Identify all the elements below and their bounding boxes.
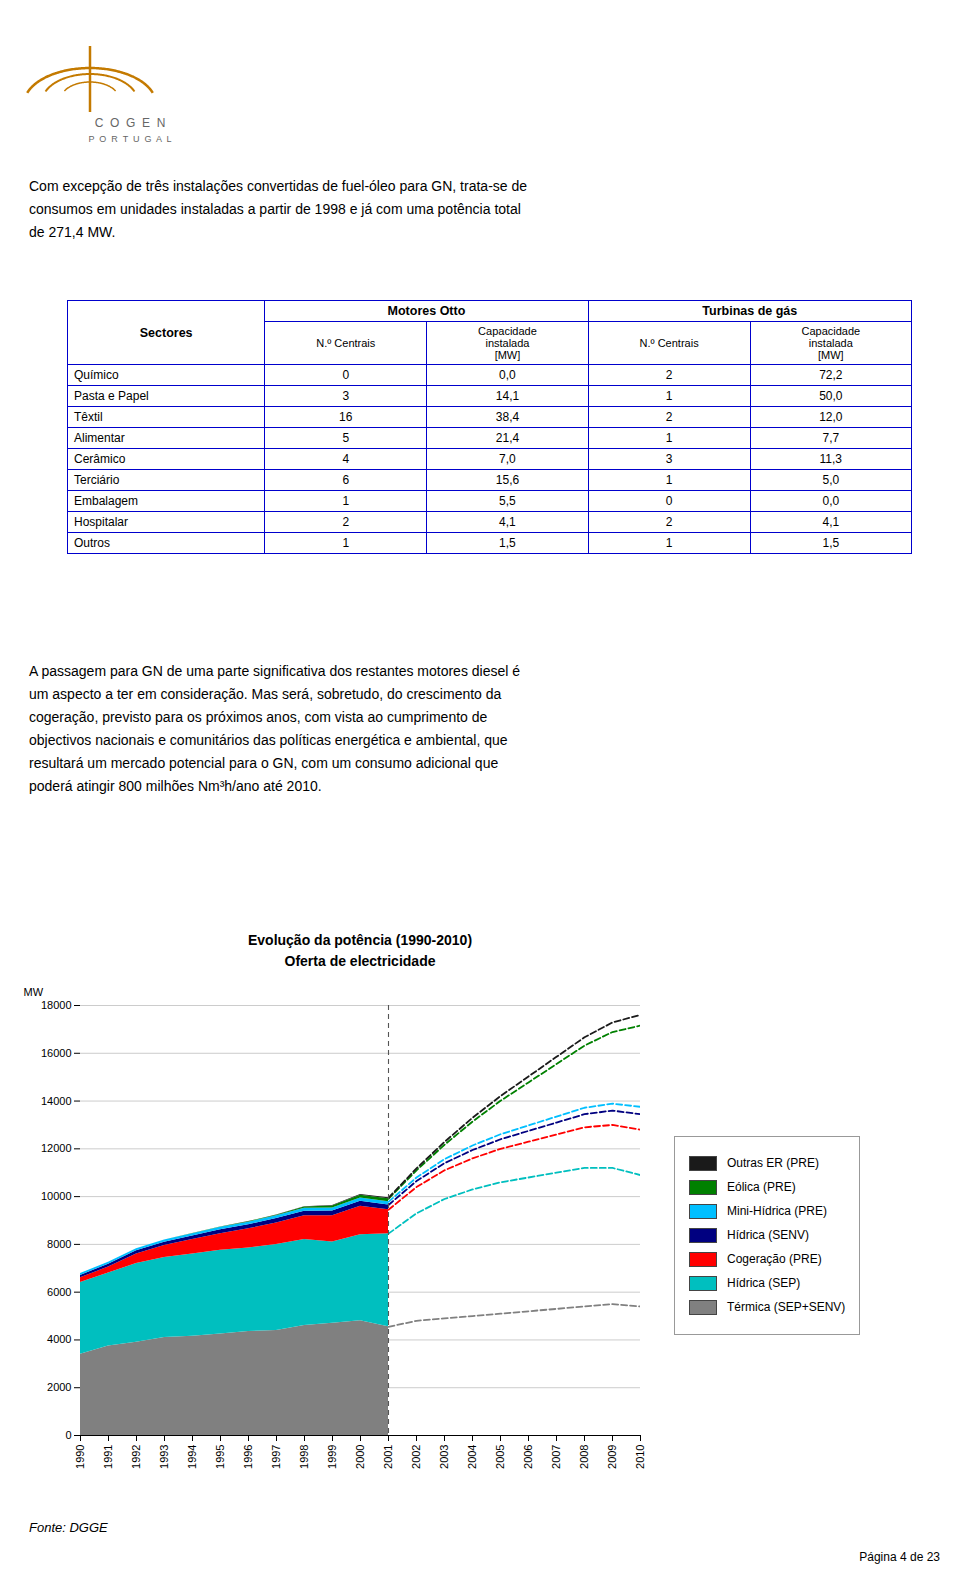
html-text:1,5: 1,5 bbox=[499, 536, 516, 550]
svg-text:1992: 1992 bbox=[130, 1445, 142, 1469]
svg-text:0: 0 bbox=[65, 1429, 71, 1441]
html-text:Motores Otto: Motores Otto bbox=[387, 304, 466, 318]
svg-text:2001: 2001 bbox=[382, 1445, 394, 1469]
svg-text:MW: MW bbox=[24, 986, 44, 998]
html-text:Fonte: DGGE: Fonte: DGGE bbox=[29, 1520, 108, 1535]
html-text:N.º Centrais: N.º Centrais bbox=[639, 337, 699, 349]
html-text:1: 1 bbox=[665, 389, 673, 403]
html-text:Pasta e Papel: Pasta e Papel bbox=[74, 389, 149, 403]
svg-text:2007: 2007 bbox=[550, 1445, 562, 1469]
html-text:Outras ER (PRE): Outras ER (PRE) bbox=[727, 1156, 819, 1170]
html-text:N.º Centrais: N.º Centrais bbox=[316, 337, 376, 349]
html-text:2: 2 bbox=[665, 515, 673, 529]
html-text:72,2: 72,2 bbox=[819, 368, 843, 382]
html-text:4: 4 bbox=[342, 452, 350, 466]
html-text:Térmica (SEP+SENV): Térmica (SEP+SENV) bbox=[727, 1300, 846, 1314]
html-text:0,0: 0,0 bbox=[822, 494, 840, 508]
svg-text:16000: 16000 bbox=[41, 1047, 72, 1059]
html-text:P O R T U G A L: P O R T U G A L bbox=[88, 134, 172, 144]
html-text:Sectores: Sectores bbox=[139, 325, 193, 340]
html-text:11,3: 11,3 bbox=[819, 452, 842, 466]
html-text:Mini-Hídrica (PRE): Mini-Hídrica (PRE) bbox=[727, 1204, 827, 1218]
svg-text:14000: 14000 bbox=[41, 1095, 72, 1107]
html-text:Capacidade instalada [MW]: Capacidade instalada [MW] bbox=[478, 325, 537, 361]
html-text:Página 4 de 23: Página 4 de 23 bbox=[859, 1550, 940, 1564]
html-text:7,0: 7,0 bbox=[499, 452, 516, 466]
html-text:1: 1 bbox=[665, 473, 673, 487]
svg-text:2000: 2000 bbox=[47, 1381, 71, 1393]
html-text:4,1: 4,1 bbox=[499, 515, 516, 529]
html-text:0,0: 0,0 bbox=[499, 368, 516, 382]
svg-text:6000: 6000 bbox=[47, 1286, 71, 1298]
svg-text:2009: 2009 bbox=[606, 1445, 618, 1469]
svg-text:2002: 2002 bbox=[410, 1445, 422, 1469]
html-text:5,0: 5,0 bbox=[822, 473, 840, 487]
html-text:1,5: 1,5 bbox=[822, 536, 840, 550]
svg-text:1999: 1999 bbox=[326, 1445, 338, 1469]
svg-text:2005: 2005 bbox=[494, 1445, 506, 1469]
svg-text:2004: 2004 bbox=[466, 1445, 478, 1469]
html-text:7,7: 7,7 bbox=[822, 431, 840, 445]
svg-text:1996: 1996 bbox=[242, 1445, 254, 1469]
html-text:Cerâmico: Cerâmico bbox=[74, 452, 126, 466]
svg-text:1998: 1998 bbox=[298, 1445, 310, 1469]
html-text:16: 16 bbox=[339, 410, 353, 424]
svg-text:1991: 1991 bbox=[102, 1445, 114, 1469]
html-text:21,4: 21,4 bbox=[495, 431, 520, 445]
svg-text:4000: 4000 bbox=[47, 1333, 71, 1345]
svg-text:8000: 8000 bbox=[47, 1238, 71, 1250]
html-text:50,0: 50,0 bbox=[819, 389, 843, 403]
html-text:2: 2 bbox=[665, 410, 673, 424]
svg-text:18000: 18000 bbox=[41, 999, 72, 1011]
svg-text:1995: 1995 bbox=[214, 1445, 226, 1469]
svg-text:2003: 2003 bbox=[438, 1445, 450, 1469]
html-text:Eólica (PRE): Eólica (PRE) bbox=[727, 1180, 796, 1194]
html-text:1: 1 bbox=[665, 431, 673, 445]
html-text:C O G E N: C O G E N bbox=[94, 116, 166, 130]
svg-text:1990: 1990 bbox=[74, 1445, 86, 1469]
svg-text:2006: 2006 bbox=[522, 1445, 534, 1469]
html-text:Têxtil: Têxtil bbox=[74, 410, 103, 424]
html-text:Oferta de electricidade: Oferta de electricidade bbox=[284, 953, 436, 969]
html-text:Alimentar: Alimentar bbox=[74, 431, 125, 445]
html-text:Embalagem: Embalagem bbox=[74, 494, 138, 508]
html-text:2: 2 bbox=[342, 515, 350, 529]
html-text:Com excepção de três instalaçõ: Com excepção de três instalações convert… bbox=[29, 178, 527, 241]
svg-text:12000: 12000 bbox=[41, 1142, 72, 1154]
html-text:Outros: Outros bbox=[74, 536, 110, 550]
html-text:3: 3 bbox=[342, 389, 350, 403]
html-text:Químico: Químico bbox=[74, 368, 119, 382]
html-text:3: 3 bbox=[665, 452, 673, 466]
html-text:0: 0 bbox=[665, 494, 673, 508]
svg-text:2008: 2008 bbox=[578, 1445, 590, 1469]
html-text:A passagem para GN de uma part: A passagem para GN de uma parte signific… bbox=[29, 663, 520, 795]
html-text:Cogeração (PRE): Cogeração (PRE) bbox=[727, 1252, 822, 1266]
html-text:2: 2 bbox=[665, 368, 673, 382]
html-text:Turbinas de gás: Turbinas de gás bbox=[702, 304, 798, 318]
html-text:38,4: 38,4 bbox=[495, 410, 520, 424]
html-text:Hospitalar: Hospitalar bbox=[74, 515, 128, 529]
svg-text:2000: 2000 bbox=[354, 1445, 366, 1469]
html-text:0: 0 bbox=[342, 368, 350, 382]
html-text:Hídrica (SEP): Hídrica (SEP) bbox=[727, 1276, 801, 1290]
html-text:1: 1 bbox=[342, 494, 350, 508]
html-text:14,1: 14,1 bbox=[495, 389, 520, 403]
svg-text:1994: 1994 bbox=[186, 1445, 198, 1469]
html-text:Capacidade instalada [MW]: Capacidade instalada [MW] bbox=[801, 325, 861, 361]
svg-text:1997: 1997 bbox=[270, 1445, 282, 1469]
html-text:6: 6 bbox=[342, 473, 350, 487]
html-text:Hídrica (SENV): Hídrica (SENV) bbox=[727, 1228, 809, 1242]
html-text:4,1: 4,1 bbox=[822, 515, 840, 529]
html-text:1: 1 bbox=[342, 536, 350, 550]
html-text:Evolução da potência (1990-201: Evolução da potência (1990-2010) bbox=[248, 932, 472, 948]
html-text:Terciário: Terciário bbox=[74, 473, 120, 487]
svg-text:1993: 1993 bbox=[158, 1445, 170, 1469]
html-text:5,5: 5,5 bbox=[499, 494, 516, 508]
svg-text:2010: 2010 bbox=[634, 1445, 646, 1469]
html-text:5: 5 bbox=[342, 431, 350, 445]
html-text:15,6: 15,6 bbox=[495, 473, 520, 487]
svg-text:10000: 10000 bbox=[41, 1190, 72, 1202]
html-text:1: 1 bbox=[665, 536, 673, 550]
html-text:12,0: 12,0 bbox=[819, 410, 843, 424]
